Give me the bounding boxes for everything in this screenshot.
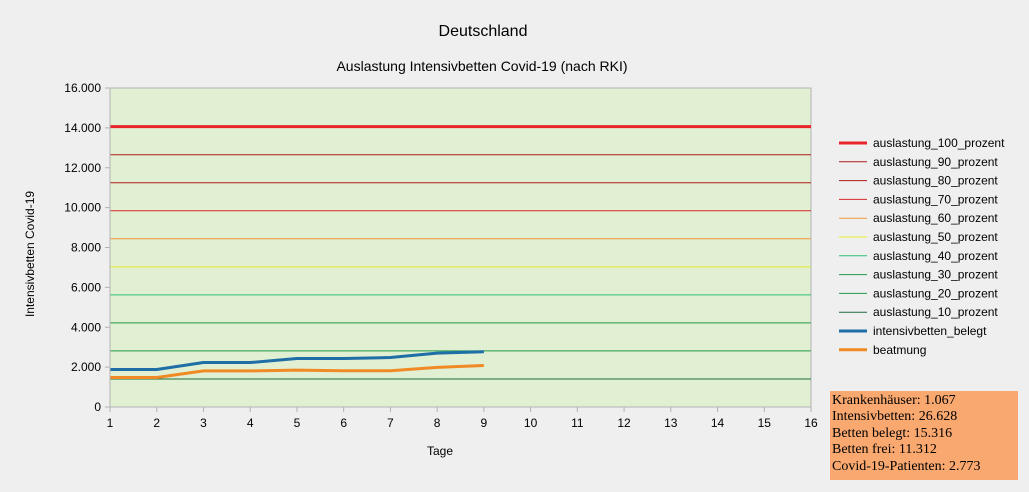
- x-tick-label: 12: [617, 416, 631, 430]
- legend: auslastung_100_prozent auslastung_90_proz…: [839, 136, 1005, 357]
- legend-item-auslastung_100_prozent: auslastung_100_prozent: [839, 136, 1005, 150]
- legend-item-auslastung_80_prozent: auslastung_80_prozent: [839, 174, 998, 188]
- legend-label: auslastung_10_prozent: [873, 305, 998, 319]
- legend-item-beatmung: beatmung: [839, 343, 926, 357]
- y-tick-label: 14.000: [64, 121, 101, 135]
- x-tick-label: 6: [340, 416, 347, 430]
- x-tick-label: 7: [387, 416, 394, 430]
- legend-label: intensivbetten_belegt: [873, 324, 987, 338]
- x-tick-label: 13: [664, 416, 678, 430]
- info-box: Krankenhäuser: 1.067 Intensivbetten: 26.…: [830, 391, 1018, 480]
- legend-label: auslastung_40_prozent: [873, 249, 998, 263]
- legend-label: auslastung_20_prozent: [873, 286, 998, 300]
- y-tick-label: 12.000: [64, 161, 101, 175]
- info-line-beds-free: Betten frei: 11.312: [832, 442, 937, 458]
- chart-title: Deutschland: [439, 23, 528, 40]
- info-line-covid-patients: Covid-19-Patienten: 2.773: [832, 458, 981, 474]
- series-lines: [110, 125, 811, 380]
- x-tick-label: 14: [711, 416, 725, 430]
- x-tick-label: 10: [524, 416, 538, 430]
- legend-item-auslastung_60_prozent: auslastung_60_prozent: [839, 211, 998, 225]
- axes: 0 2.000 4.000 6.000 8.000 10.000 12.000 14.000 1…: [64, 81, 818, 430]
- legend-item-auslastung_90_prozent: auslastung_90_prozent: [839, 155, 998, 169]
- x-tick-label: 15: [758, 416, 772, 430]
- plot-area: [109, 87, 812, 408]
- x-tick-label: 16: [804, 416, 818, 430]
- legend-label: auslastung_30_prozent: [873, 268, 998, 282]
- y-tick-label: 6.000: [71, 280, 101, 294]
- legend-item-auslastung_10_prozent: auslastung_10_prozent: [839, 305, 998, 319]
- info-line-beds-occupied: Betten belegt: 15.316: [832, 425, 953, 441]
- x-tick-label: 5: [294, 416, 301, 430]
- legend-label: auslastung_80_prozent: [873, 174, 998, 188]
- y-tick-label: 10.000: [64, 201, 101, 215]
- x-tick-label: 2: [153, 416, 160, 430]
- y-axis-label: Intensivbetten Covid-19: [23, 191, 37, 317]
- legend-item-auslastung_70_prozent: auslastung_70_prozent: [839, 192, 998, 206]
- y-tick-label: 2.000: [71, 360, 101, 374]
- y-tick-label: 16.000: [64, 81, 101, 95]
- series-line-intensivbetten_belegt: [110, 350, 484, 372]
- x-tick-label: 8: [434, 416, 441, 430]
- x-tick-label: 11: [571, 416, 584, 430]
- legend-label: beatmung: [873, 343, 926, 357]
- legend-item-auslastung_50_prozent: auslastung_50_prozent: [839, 230, 998, 244]
- legend-label: auslastung_50_prozent: [873, 230, 998, 244]
- legend-label: auslastung_100_prozent: [873, 136, 1005, 150]
- legend-item-intensivbetten_belegt: intensivbetten_belegt: [839, 324, 987, 338]
- x-tick-label: 3: [200, 416, 207, 430]
- legend-label: auslastung_90_prozent: [873, 155, 998, 169]
- legend-label: auslastung_70_prozent: [873, 192, 998, 206]
- legend-item-auslastung_30_prozent: auslastung_30_prozent: [839, 268, 998, 282]
- y-tick-label: 4.000: [71, 320, 101, 334]
- legend-label: auslastung_60_prozent: [873, 211, 998, 225]
- legend-item-auslastung_40_prozent: auslastung_40_prozent: [839, 249, 998, 263]
- x-tick-label: 9: [481, 416, 488, 430]
- y-tick-label: 0: [94, 400, 101, 414]
- x-tick-label: 1: [107, 416, 114, 430]
- series-line-beatmung: [110, 364, 484, 379]
- legend-item-auslastung_20_prozent: auslastung_20_prozent: [839, 286, 998, 300]
- chart-subtitle: Auslastung Intensivbetten Covid-19 (nach…: [336, 58, 627, 74]
- x-axis-label: Tage: [427, 444, 453, 458]
- info-line-hospitals: Krankenhäuser: 1.067: [832, 393, 956, 408]
- y-tick-label: 8.000: [71, 241, 101, 255]
- info-line-icu-beds: Intensivbetten: 26.628: [832, 409, 958, 425]
- x-tick-label: 4: [247, 416, 254, 430]
